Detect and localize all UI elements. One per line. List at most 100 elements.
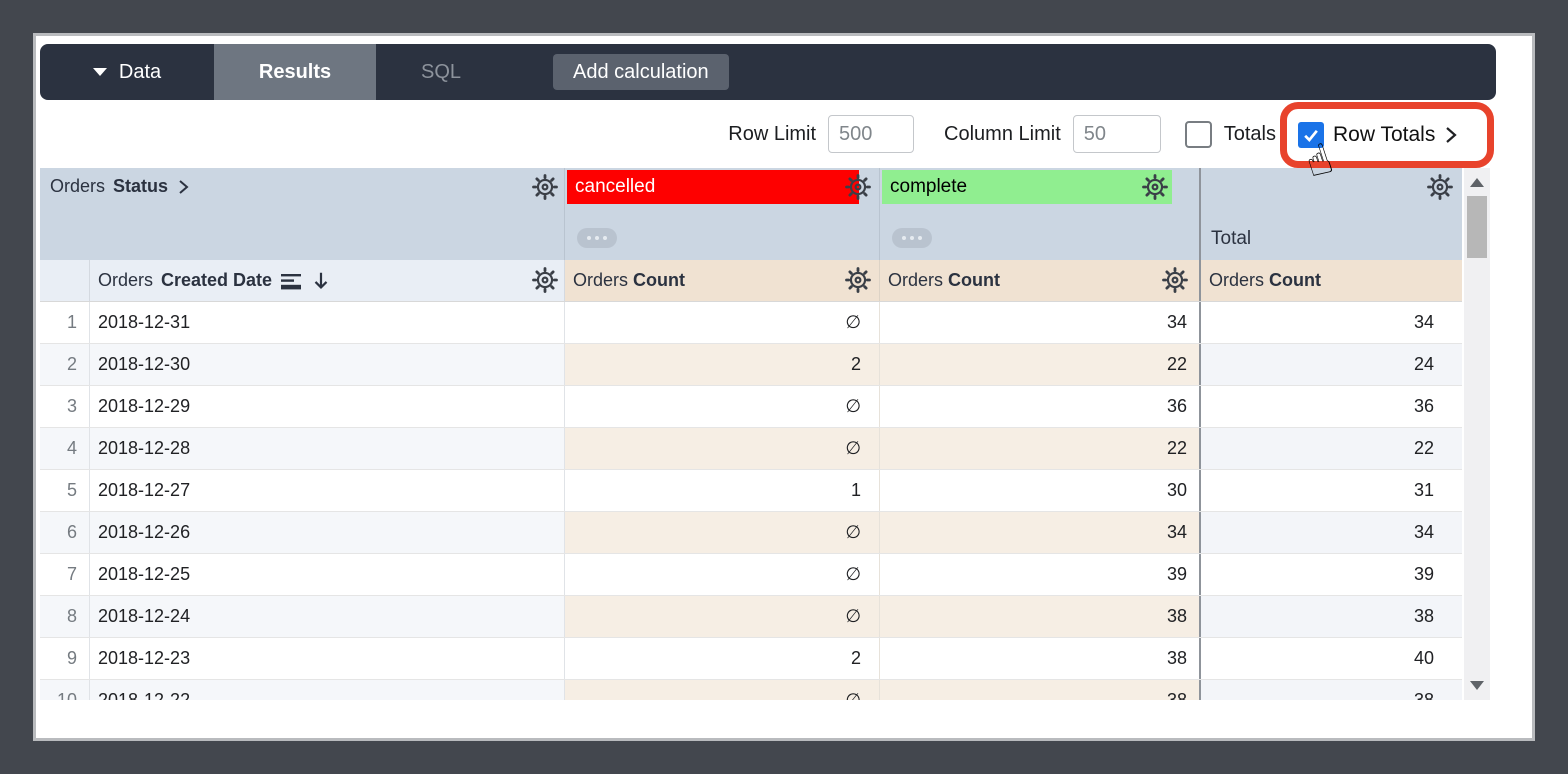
complete-count-cell[interactable]: 38 (880, 638, 1199, 679)
row-total-cell[interactable]: 36 (1199, 386, 1462, 427)
complete-count-cell[interactable]: 39 (880, 554, 1199, 595)
row-total-cell[interactable]: 34 (1199, 512, 1462, 553)
pivot-value-cancelled-header[interactable]: cancelled (565, 168, 880, 260)
cancelled-count-cell[interactable]: ∅ (565, 512, 880, 553)
date-cell[interactable]: 2018-12-31 (90, 302, 565, 343)
row-index: 8 (40, 596, 90, 637)
measure-name: Count (1269, 270, 1322, 290)
row-total-cell[interactable]: 39 (1199, 554, 1462, 595)
pivot-value-cancelled[interactable]: cancelled (567, 170, 859, 204)
date-cell[interactable]: 2018-12-27 (90, 470, 565, 511)
row-totals-checkbox[interactable] (1298, 122, 1324, 148)
total-measure-header[interactable]: Orders Count (1199, 260, 1462, 301)
cancelled-count-cell[interactable]: ∅ (565, 596, 880, 637)
explorer-panel: Data Results SQL Add calculation Row Lim… (33, 33, 1535, 741)
complete-count-cell[interactable]: 38 (880, 596, 1199, 637)
complete-count-cell[interactable]: 38 (880, 680, 1199, 700)
gear-icon[interactable] (1162, 267, 1188, 293)
row-total-cell[interactable]: 31 (1199, 470, 1462, 511)
results-table: Orders Status (40, 168, 1462, 700)
column-limit-input[interactable] (1072, 115, 1161, 153)
sort-desc-arrow-icon[interactable] (310, 270, 332, 292)
totals-checkbox[interactable] (1184, 120, 1212, 148)
complete-count-cell[interactable]: 22 (880, 428, 1199, 469)
cancelled-count-cell[interactable]: ∅ (565, 386, 880, 427)
complete-count-cell[interactable]: 36 (880, 386, 1199, 427)
cancelled-count-cell[interactable]: ∅ (565, 428, 880, 469)
cancelled-count-cell[interactable]: 2 (565, 638, 880, 679)
table-row: 1 2018-12-31 ∅ 34 34 (40, 302, 1462, 344)
gear-icon[interactable] (845, 174, 871, 200)
date-cell[interactable]: 2018-12-28 (90, 428, 565, 469)
complete-measure-header[interactable]: Orders Count (880, 260, 1199, 301)
total-header-label: Total (1211, 228, 1252, 249)
measure-prefix: Orders (1209, 270, 1265, 290)
cancelled-count-cell[interactable]: ∅ (565, 302, 880, 343)
row-limit-input[interactable] (828, 115, 915, 153)
row-total-cell[interactable]: 24 (1199, 344, 1462, 385)
created-date-header[interactable]: Orders Created Date (90, 260, 565, 301)
scroll-down-icon[interactable] (1470, 681, 1484, 690)
complete-count-cell[interactable]: 30 (880, 470, 1199, 511)
date-cell[interactable]: 2018-12-24 (90, 596, 565, 637)
gear-icon[interactable] (532, 174, 558, 200)
totals-label: Totals (1223, 122, 1276, 145)
data-dropdown-label: Data (118, 60, 162, 83)
cancelled-count-cell[interactable]: 2 (565, 344, 880, 385)
cancelled-count-cell[interactable]: ∅ (565, 680, 880, 700)
table-row: 4 2018-12-28 ∅ 22 22 (40, 428, 1462, 470)
table-row: 3 2018-12-29 ∅ 36 36 (40, 386, 1462, 428)
row-total-cell[interactable]: 38 (1199, 596, 1462, 637)
tab-sql[interactable]: SQL (420, 60, 462, 83)
row-index: 3 (40, 386, 90, 427)
date-cell[interactable]: 2018-12-22 (90, 680, 565, 700)
scroll-up-icon[interactable] (1470, 178, 1484, 187)
complete-count-cell[interactable]: 22 (880, 344, 1199, 385)
date-cell[interactable]: 2018-12-25 (90, 554, 565, 595)
cancelled-count-cell[interactable]: ∅ (565, 554, 880, 595)
pivot-value-complete-header[interactable]: complete (880, 168, 1199, 260)
row-field-prefix: Orders (98, 270, 154, 290)
total-column-header[interactable]: Total (1199, 168, 1462, 260)
date-cell[interactable]: 2018-12-29 (90, 386, 565, 427)
gear-icon[interactable] (845, 267, 871, 293)
table-row: 7 2018-12-25 ∅ 39 39 (40, 554, 1462, 596)
tab-results[interactable]: Results (214, 44, 376, 100)
pivot-field-prefix: Orders (50, 176, 106, 196)
row-total-cell[interactable]: 40 (1199, 638, 1462, 679)
row-total-cell[interactable]: 38 (1199, 680, 1462, 700)
table-row: 6 2018-12-26 ∅ 34 34 (40, 512, 1462, 554)
vertical-scrollbar[interactable] (1464, 168, 1490, 700)
date-cell[interactable]: 2018-12-26 (90, 512, 565, 553)
gear-icon[interactable] (1142, 174, 1168, 200)
group-rows-icon (281, 273, 302, 289)
pivot-field-name: Status (113, 176, 169, 196)
ellipsis-menu-button[interactable] (892, 228, 932, 248)
row-index: 1 (40, 302, 90, 343)
cancelled-measure-header[interactable]: Orders Count (565, 260, 880, 301)
query-controls: Row Limit Column Limit Totals (36, 100, 1276, 168)
complete-count-cell[interactable]: 34 (880, 512, 1199, 553)
measure-name: Count (633, 270, 686, 290)
gear-icon[interactable] (1427, 174, 1453, 200)
cancelled-count-cell[interactable]: 1 (565, 470, 880, 511)
date-cell[interactable]: 2018-12-30 (90, 344, 565, 385)
measure-prefix: Orders (888, 270, 944, 290)
chevron-right-icon (179, 179, 189, 194)
pivot-value-complete[interactable]: complete (882, 170, 1172, 204)
pivot-field-header[interactable]: Orders Status (40, 168, 565, 260)
table-row: 2 2018-12-30 2 22 24 (40, 344, 1462, 386)
complete-count-cell[interactable]: 34 (880, 302, 1199, 343)
chevron-right-icon[interactable] (1444, 124, 1459, 146)
table-body: 1 2018-12-31 ∅ 34 34 2 2018-12-30 2 22 2… (40, 302, 1462, 700)
ellipsis-menu-button[interactable] (577, 228, 617, 248)
row-index: 5 (40, 470, 90, 511)
row-total-cell[interactable]: 22 (1199, 428, 1462, 469)
data-dropdown[interactable]: Data (40, 44, 214, 100)
table-row: 9 2018-12-23 2 38 40 (40, 638, 1462, 680)
add-calculation-button[interactable]: Add calculation (553, 54, 729, 90)
gear-icon[interactable] (532, 267, 558, 293)
scrollbar-thumb[interactable] (1467, 196, 1487, 258)
date-cell[interactable]: 2018-12-23 (90, 638, 565, 679)
row-total-cell[interactable]: 34 (1199, 302, 1462, 343)
